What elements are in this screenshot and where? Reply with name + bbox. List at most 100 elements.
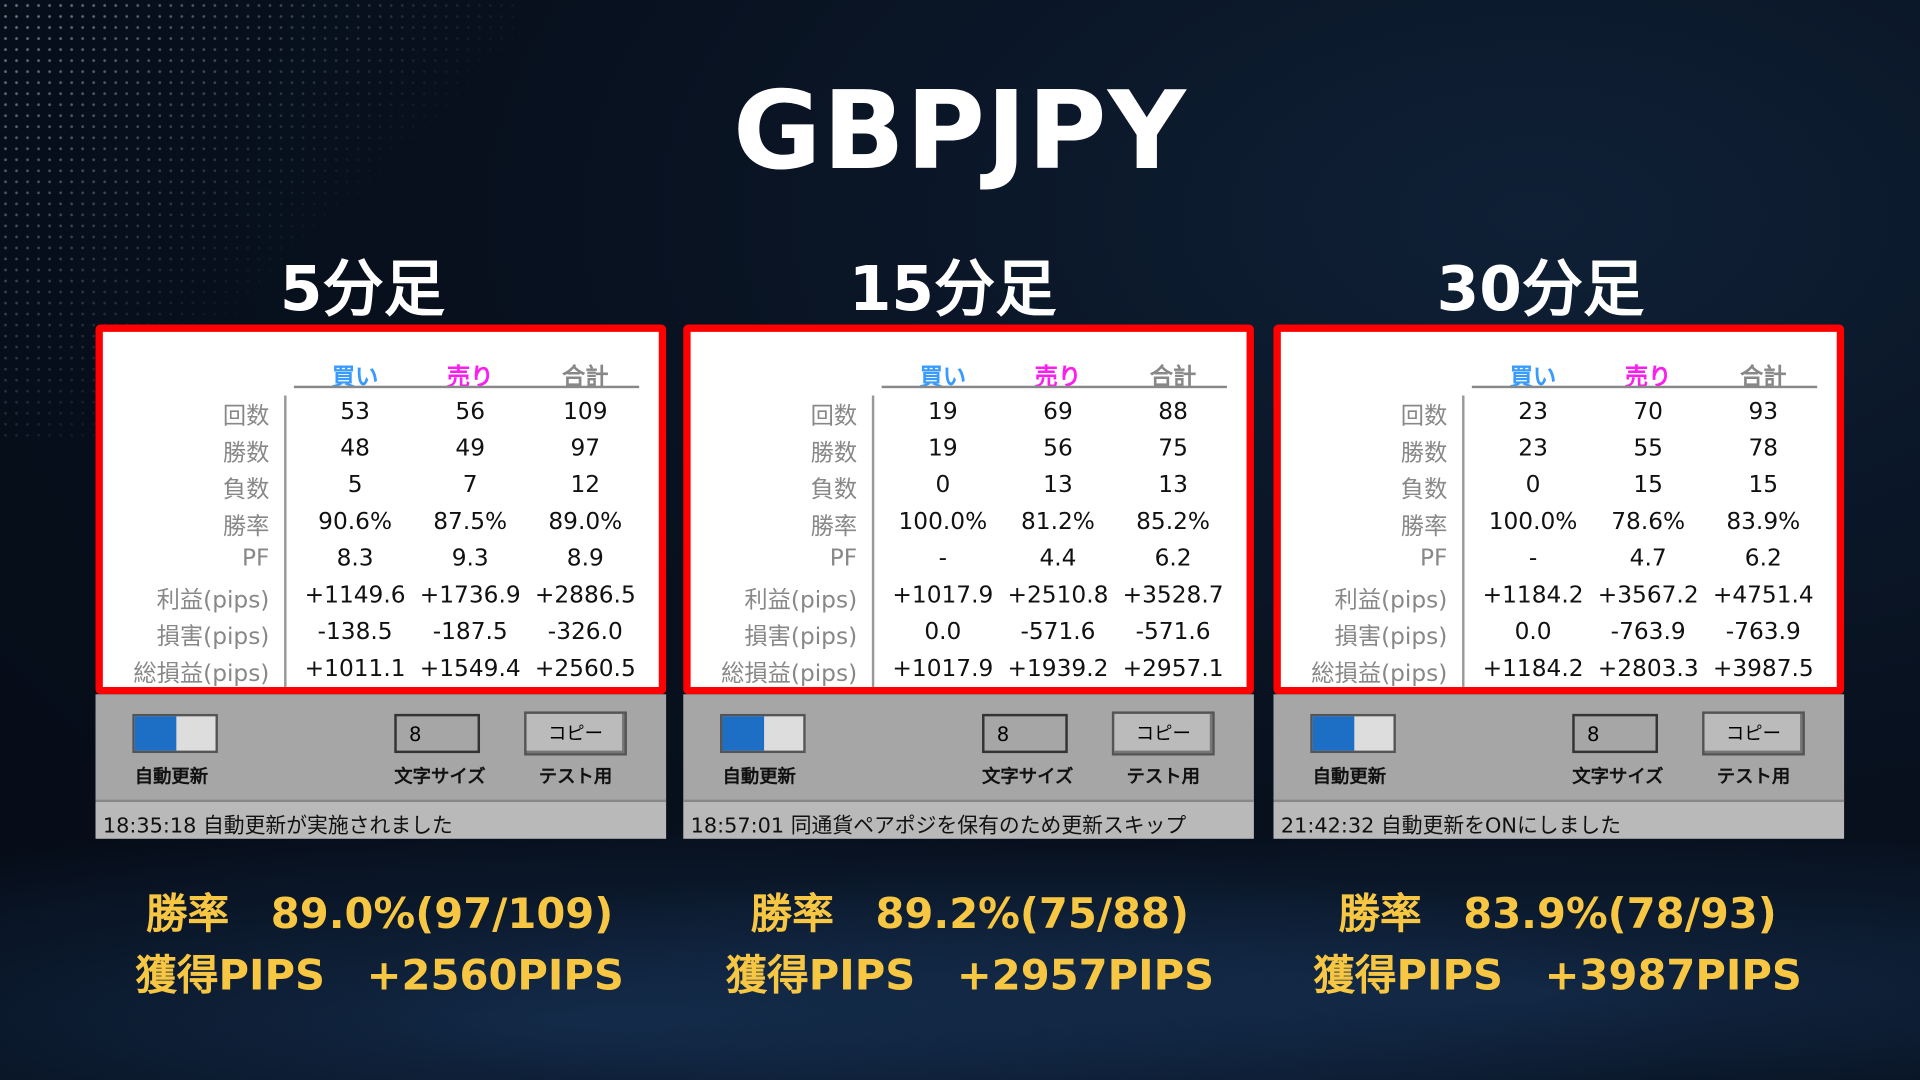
- stats-table: 買い 売り 合計 回数 53 56 109 勝数 48 49 97 負数 5 7 12 勝率 90.6% 87.5…: [95, 324, 667, 695]
- row-label: 利益(pips): [156, 586, 270, 614]
- cell-sell: 81.2%: [1021, 508, 1095, 536]
- page-title: GBPJPY: [732, 67, 1187, 194]
- row-label: 損害(pips): [156, 623, 270, 651]
- summary: 勝率 83.9%(78/93) 獲得PIPS +3987PIPS: [1239, 884, 1876, 1006]
- cell-buy: 5: [347, 471, 363, 499]
- row-label: 回数: [810, 402, 858, 430]
- row-label: 回数: [1400, 402, 1448, 430]
- row-label: 損害(pips): [1334, 623, 1448, 651]
- status-bar: 18:57:01 同通貨ペアポジを保有のため更新スキップ: [683, 799, 1254, 839]
- row-label: 損害(pips): [744, 623, 858, 651]
- cell-buy: -: [938, 544, 948, 572]
- test-label: テスト用: [538, 765, 613, 788]
- cell-total: 12: [570, 471, 601, 499]
- header-divider: [1471, 385, 1818, 389]
- cell-sell: 49: [455, 434, 486, 462]
- auto-update-label: 自動更新: [1312, 765, 1387, 788]
- copy-button[interactable]: コピー: [1702, 711, 1805, 756]
- row-label: 勝数: [1400, 439, 1448, 467]
- cell-buy: 100.0%: [1488, 508, 1578, 536]
- cell-sell: +1939.2: [1007, 655, 1109, 683]
- cell-sell: 4.4: [1039, 544, 1077, 572]
- cell-sell: 55: [1633, 434, 1663, 462]
- cell-sell: 78.6%: [1611, 508, 1686, 536]
- cell-total: 89.0%: [548, 508, 623, 536]
- cell-sell: +2803.3: [1597, 655, 1699, 683]
- auto-update-toggle[interactable]: [132, 713, 218, 754]
- cell-total: 75: [1158, 434, 1188, 462]
- cell-total: 6.2: [1154, 544, 1192, 572]
- font-size-label: 文字サイズ: [1572, 765, 1664, 788]
- cell-sell: 7: [462, 471, 478, 499]
- summary-pips: 獲得PIPS +2560PIPS: [135, 951, 624, 1001]
- cell-total: 93: [1748, 397, 1779, 425]
- stats-table: 買い 売り 合計 回数 23 70 93 勝数 23 55 78 負数 0 15 15 勝率 100.0% 78.…: [1273, 324, 1845, 695]
- cell-total: 78: [1748, 434, 1779, 462]
- auto-update-toggle[interactable]: [720, 713, 806, 754]
- font-size-input[interactable]: 8: [1572, 713, 1658, 754]
- control-bar: 自動更新 8 文字サイズ コピー テスト用: [1273, 694, 1845, 800]
- cell-buy: +1149.6: [304, 581, 406, 609]
- cell-total: +2957.1: [1122, 655, 1224, 683]
- row-label: 負数: [1400, 476, 1448, 504]
- cell-sell: -571.6: [1020, 618, 1096, 646]
- label-divider: [284, 395, 287, 687]
- cell-sell: +1549.4: [419, 655, 521, 683]
- cell-buy: 53: [340, 397, 370, 425]
- row-label: 勝率: [1400, 513, 1448, 541]
- stats-panel: 買い 売り 合計 回数 23 70 93 勝数 23 55 78 負数 0 15 15 勝率 100.0% 78.…: [1273, 324, 1845, 839]
- stats-panel: 買い 売り 合計 回数 19 69 88 勝数 19 56 75 負数 0 13 13 勝率 100.0% 81.…: [683, 324, 1254, 839]
- cell-buy: -138.5: [317, 618, 393, 646]
- auto-update-label: 自動更新: [722, 765, 796, 788]
- font-size-input[interactable]: 8: [394, 713, 481, 754]
- timeframe-title: 15分足: [848, 253, 1057, 325]
- row-label: 負数: [810, 476, 858, 504]
- summary-winrate: 勝率 89.2%(75/88): [750, 890, 1190, 940]
- status-bar: 18:35:18 自動更新が実施されました: [95, 799, 667, 839]
- cell-total: 97: [570, 434, 601, 462]
- stats-panel: 買い 売り 合計 回数 53 56 109 勝数 48 49 97 負数 5 7 12 勝率 90.6% 87.5…: [95, 324, 667, 839]
- row-label: 総損益(pips): [1311, 660, 1448, 687]
- cell-buy: 19: [928, 397, 958, 425]
- row-label: PF: [241, 544, 270, 572]
- cell-total: 109: [563, 397, 608, 425]
- cell-buy: 90.6%: [318, 508, 393, 536]
- summary: 勝率 89.0%(97/109) 獲得PIPS +2560PIPS: [61, 884, 698, 1006]
- row-label: 勝率: [810, 513, 858, 541]
- cell-buy: +1184.2: [1482, 655, 1584, 683]
- cell-total: +3987.5: [1712, 655, 1814, 683]
- font-size-input[interactable]: 8: [982, 713, 1068, 754]
- font-size-label: 文字サイズ: [394, 765, 486, 788]
- summary-winrate: 勝率 89.0%(97/109): [145, 890, 614, 940]
- row-label: 負数: [222, 476, 270, 504]
- cell-total: 13: [1158, 471, 1188, 499]
- cell-total: -763.9: [1725, 618, 1801, 646]
- copy-button[interactable]: コピー: [1111, 711, 1215, 756]
- copy-button[interactable]: コピー: [524, 711, 627, 756]
- row-label: PF: [829, 544, 858, 572]
- cell-sell: +3567.2: [1597, 581, 1699, 609]
- cell-total: +3528.7: [1122, 581, 1224, 609]
- row-label: 総損益(pips): [721, 660, 858, 687]
- cell-total: +2886.5: [534, 581, 636, 609]
- control-bar: 自動更新 8 文字サイズ コピー テスト用: [683, 694, 1254, 800]
- cell-buy: 0.0: [924, 618, 962, 646]
- stats-table: 買い 売り 合計 回数 19 69 88 勝数 19 56 75 負数 0 13 13 勝率 100.0% 81.…: [683, 324, 1254, 695]
- cell-total: 15: [1748, 471, 1779, 499]
- summary-pips: 獲得PIPS +2957PIPS: [725, 951, 1215, 1001]
- font-size-label: 文字サイズ: [982, 765, 1074, 788]
- cell-buy: 8.3: [336, 544, 374, 572]
- cell-total: 88: [1158, 397, 1188, 425]
- header-divider: [293, 385, 640, 389]
- status-bar: 21:42:32 自動更新をONにしました: [1273, 799, 1845, 839]
- cell-buy: 0.0: [1514, 618, 1552, 646]
- header-divider: [881, 385, 1227, 389]
- cell-sell: 56: [1043, 434, 1073, 462]
- auto-update-label: 自動更新: [134, 765, 209, 788]
- cell-sell: +2510.8: [1007, 581, 1109, 609]
- cell-sell: 70: [1633, 397, 1663, 425]
- cell-sell: +1736.9: [419, 581, 521, 609]
- auto-update-toggle[interactable]: [1310, 713, 1396, 754]
- cell-sell: 4.7: [1629, 544, 1667, 572]
- row-label: 利益(pips): [1334, 586, 1448, 614]
